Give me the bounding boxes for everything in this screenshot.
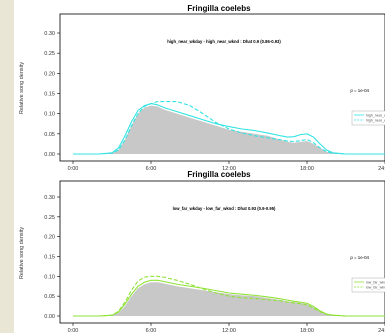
- x-tick-label: 0:00: [68, 328, 79, 333]
- legend-box: [351, 277, 385, 293]
- figure: Fringilla coelebs high_near_wkday - high…: [14, 0, 385, 333]
- x-tick-label: 18:00: [300, 166, 314, 172]
- y-tick-label: 0.20: [44, 235, 55, 241]
- y-tick-label: 0.30: [44, 31, 55, 37]
- y-tick-label: 0.00: [44, 152, 55, 158]
- x-tick-label: 24:00: [378, 166, 385, 172]
- x-tick-label: 12:00: [222, 328, 236, 333]
- chart-title: Fringilla coelebs: [187, 170, 251, 179]
- x-tick-label: 6:00: [146, 328, 157, 333]
- y-axis-label: Relative song density: [19, 62, 25, 115]
- y-tick-label: 0.15: [44, 92, 55, 98]
- panel-annotation: low_far_wkday - low_far_wknd : Dhat 0.93…: [173, 206, 276, 211]
- chart-title: Fringilla coelebs: [187, 4, 251, 13]
- series-group: [73, 275, 385, 317]
- y-axis-label: Relative song density: [19, 227, 25, 280]
- p-value-label: p = 1e-04: [350, 255, 369, 260]
- series-area-high_near_wkday: [73, 105, 385, 154]
- x-tick-label: 6:00: [146, 166, 157, 172]
- series-line-high_near_wknd-dashed: [73, 101, 385, 155]
- x-tick-label: 0:00: [68, 166, 79, 172]
- series-line-high_near_wkday: [73, 103, 385, 155]
- y-tick-label: 0.00: [44, 314, 55, 320]
- y-tick-label: 0.25: [44, 51, 55, 57]
- y-tick-label: 0.05: [44, 294, 55, 300]
- panel-annotation: high_near_wkday - high_near_wknd : Dhat …: [167, 39, 281, 44]
- x-tick-label: 12:00: [222, 166, 236, 172]
- y-tick-label: 0.10: [44, 112, 55, 118]
- series-area-low_far_wkday: [73, 282, 385, 316]
- x-tick-label: 24:00: [378, 328, 385, 333]
- x-tick-label: 18:00: [300, 328, 314, 333]
- series-line-low_far_wkday: [73, 279, 385, 317]
- chart-svg: Fringilla coelebs high_near_wkday - high…: [19, 4, 385, 333]
- y-tick-label: 0.05: [44, 132, 55, 138]
- series-line-low_far_wknd-dashed: [73, 275, 385, 317]
- legend-label: low_far_wkday: [366, 281, 385, 285]
- y-tick-label: 0.25: [44, 215, 55, 221]
- y-tick-label: 0.15: [44, 255, 55, 261]
- series-group: [73, 101, 385, 155]
- x-axis: 0:00 6:00 12:00 18:00 24:00: [68, 161, 385, 172]
- chart-panel-low-far: Fringilla coelebs low_far_wkday - low_fa…: [19, 170, 385, 333]
- p-value-label: p = 1e-04: [350, 88, 369, 93]
- legend-label: low_far_wknd: [366, 286, 385, 290]
- x-axis: 0:00 6:00 12:00 18:00 24:00: [68, 323, 385, 333]
- legend: low_far_wkday low_far_wknd: [351, 277, 385, 293]
- legend: high_near_wkday high_near_wknd: [351, 110, 385, 126]
- y-tick-label: 0.30: [44, 195, 55, 201]
- y-tick-label: 0.10: [44, 274, 55, 280]
- legend-box: [351, 110, 385, 126]
- y-axis: 0.00 0.05 0.10 0.15 0.20 0.25 0.30: [44, 31, 60, 158]
- legend-label: high_near_wkday: [366, 114, 385, 118]
- chart-panel-high-near: Fringilla coelebs high_near_wkday - high…: [19, 4, 385, 172]
- y-tick-label: 0.20: [44, 71, 55, 77]
- legend-label: high_near_wknd: [366, 119, 385, 123]
- y-axis: 0.00 0.05 0.10 0.15 0.20 0.25 0.30: [44, 195, 60, 320]
